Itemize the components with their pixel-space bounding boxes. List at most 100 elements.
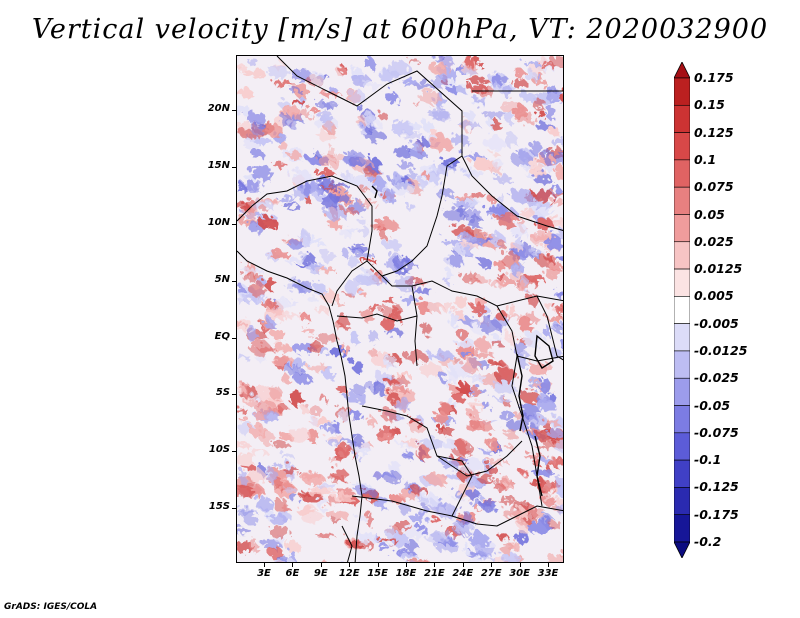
- colorbar-label: -0.075: [694, 424, 739, 440]
- lon-label: 24E: [452, 568, 474, 579]
- colorbar-segment: [674, 241, 690, 270]
- colorbar-label: 0.025: [694, 233, 734, 249]
- lon-label: 18E: [395, 568, 417, 579]
- border-tanzania: [516, 355, 563, 362]
- colorbar-label: -0.175: [694, 506, 739, 522]
- lon-label: 27E: [480, 568, 502, 579]
- lon-tick: [292, 562, 294, 567]
- colorbar-segment: [674, 268, 690, 297]
- colorbar-segment: [674, 459, 690, 488]
- map-plot-area: [236, 55, 564, 563]
- lon-tick: [377, 562, 379, 567]
- lat-tick: [232, 508, 237, 509]
- lat-label: 15S: [208, 501, 230, 512]
- lat-label: 5N: [214, 274, 230, 285]
- border-cameroon: [331, 260, 368, 307]
- lon-tick: [548, 562, 549, 567]
- colorbar-segment: [674, 186, 690, 215]
- border-angola-namibia: [351, 495, 563, 527]
- colorbar-label: -0.2: [694, 534, 722, 549]
- lat-tick: [232, 281, 237, 282]
- colorbar-label: 0.075: [694, 179, 734, 195]
- coastline: [237, 250, 363, 562]
- border-sahel: [237, 56, 463, 277]
- lake-chad: [371, 185, 378, 199]
- colorbar-label: -0.1: [694, 452, 722, 468]
- colorbar-segment: [674, 514, 690, 543]
- colorbar-segment: [674, 77, 690, 106]
- colorbar-label: 0.0125: [694, 261, 743, 277]
- colorbar-segment: [674, 377, 690, 406]
- vertical-velocity-field: [237, 56, 563, 562]
- colorbar-segment: [674, 350, 690, 379]
- border-zambia: [436, 440, 523, 477]
- colorbar-segment: [674, 405, 690, 434]
- colorbar-label: 0.175: [694, 70, 734, 85]
- colorbar-label: -0.0125: [694, 342, 748, 358]
- lat-tick: [232, 167, 237, 168]
- lat-tick: [232, 394, 237, 395]
- lat-label: 5S: [215, 387, 230, 398]
- lon-tick: [320, 562, 322, 567]
- colorbar-segment: [674, 104, 690, 133]
- colorbar-label: 0.005: [694, 288, 734, 304]
- colorbar-label: 0.125: [694, 124, 734, 140]
- colorbar-label: 0.05: [694, 206, 725, 222]
- colorbar-segment: [674, 159, 690, 188]
- lat-tick: [232, 110, 237, 111]
- lat-label: 15N: [207, 160, 230, 171]
- border-car-drc: [381, 275, 563, 307]
- lat-label: 10S: [208, 444, 230, 455]
- border-congo-drc: [411, 285, 418, 367]
- lon-label: 6E: [285, 568, 300, 579]
- lon-label: 15E: [367, 568, 388, 579]
- border-gabon-congo: [336, 313, 418, 322]
- lon-label: 33E: [537, 568, 559, 579]
- lon-label: 12E: [338, 568, 360, 579]
- border-south: [341, 525, 353, 562]
- lon-label: 3E: [257, 568, 271, 579]
- colorbar-label: 0.1: [694, 151, 717, 167]
- lakes: [371, 185, 554, 497]
- lon-label: 21E: [424, 568, 445, 579]
- lat-label: 10N: [207, 217, 230, 228]
- lake-tanganyika: [516, 353, 524, 432]
- lat-tick: [232, 451, 237, 452]
- lat-label: 20N: [207, 103, 230, 114]
- colorbar-segment: [674, 132, 690, 161]
- lon-tick: [406, 562, 407, 567]
- colorbar-label: -0.025: [694, 370, 739, 386]
- lon-tick: [519, 562, 521, 567]
- colorbar-segment: [674, 323, 690, 352]
- lon-label: 30E: [509, 568, 530, 579]
- grads-credit: GrADS: IGES/COLA: [4, 602, 98, 612]
- colorbar-segment: [674, 214, 690, 243]
- colorbar-label: -0.125: [694, 479, 739, 495]
- lon-tick: [349, 562, 351, 567]
- border-uganda-kenya: [536, 295, 563, 361]
- lon-tick: [491, 562, 493, 567]
- colorbar: [674, 62, 690, 558]
- colorbar-segment: [674, 432, 690, 461]
- colorbar-bottom-arrow: [674, 541, 690, 558]
- lon-tick: [462, 562, 464, 567]
- colorbar-label: -0.005: [694, 315, 739, 331]
- colorbar-segment: [674, 487, 690, 516]
- map-title: Vertical velocity [m/s] at 600hPa, VT: 2…: [31, 14, 769, 45]
- colorbar-top-arrow: [674, 62, 690, 79]
- colorbar-segment: [674, 296, 690, 324]
- colorbar-label: 0.15: [694, 97, 725, 113]
- lon-tick: [434, 562, 436, 567]
- lake-victoria: [534, 334, 554, 369]
- field-texture: [237, 56, 563, 562]
- lake-malawi: [534, 435, 543, 497]
- lon-label: 9E: [313, 568, 328, 579]
- lat-tick: [232, 224, 237, 225]
- country-borders: [237, 56, 563, 562]
- lat-tick: [232, 338, 237, 339]
- border-drc-east: [496, 305, 543, 507]
- colorbar-label: -0.05: [694, 397, 731, 413]
- lat-label: EQ: [214, 331, 230, 342]
- border-sudan-ethiopia: [461, 155, 563, 231]
- lon-tick: [264, 562, 265, 567]
